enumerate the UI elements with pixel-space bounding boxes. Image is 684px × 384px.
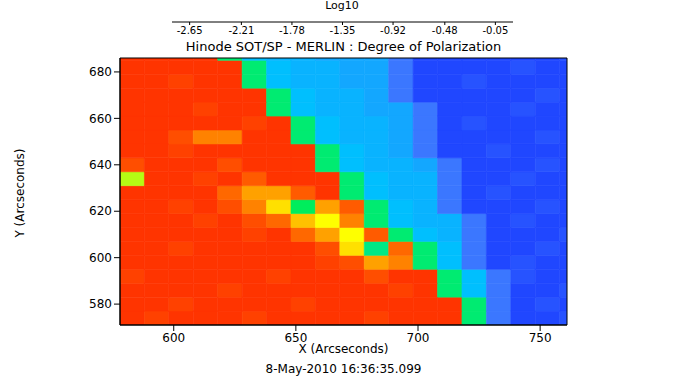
html-text:8-May-2010 16:36:35.099: 8-May-2010 16:36:35.099 — [265, 362, 422, 376]
html-text:Hinode SOT/SP - MERLIN : Degre: Hinode SOT/SP - MERLIN : Degree of Polar… — [185, 39, 502, 54]
svg-text:-0.05: -0.05 — [482, 25, 508, 36]
svg-text:-2.65: -2.65 — [177, 25, 203, 36]
svg-text:-1.78: -1.78 — [279, 25, 305, 36]
svg-text:700: 700 — [407, 331, 430, 345]
svg-text:600: 600 — [89, 251, 112, 265]
html-text:Log10: Log10 — [325, 0, 359, 12]
svg-text:680: 680 — [89, 65, 112, 79]
svg-text:660: 660 — [89, 112, 112, 126]
svg-text:600: 600 — [162, 331, 185, 345]
svg-text:-0.48: -0.48 — [432, 25, 458, 36]
html-text:X (Arcseconds): X (Arcseconds) — [298, 342, 389, 356]
html-text:Y (Arcseconds): Y (Arcseconds) — [13, 148, 27, 238]
svg-text:-0.92: -0.92 — [380, 25, 406, 36]
svg-text:-2.21: -2.21 — [228, 25, 254, 36]
svg-text:750: 750 — [529, 331, 552, 345]
svg-text:620: 620 — [89, 204, 112, 218]
svg-text:580: 580 — [89, 297, 112, 311]
svg-text:-1.35: -1.35 — [330, 25, 356, 36]
svg-text:650: 650 — [284, 330, 308, 345]
svg-text:640: 640 — [89, 158, 112, 172]
